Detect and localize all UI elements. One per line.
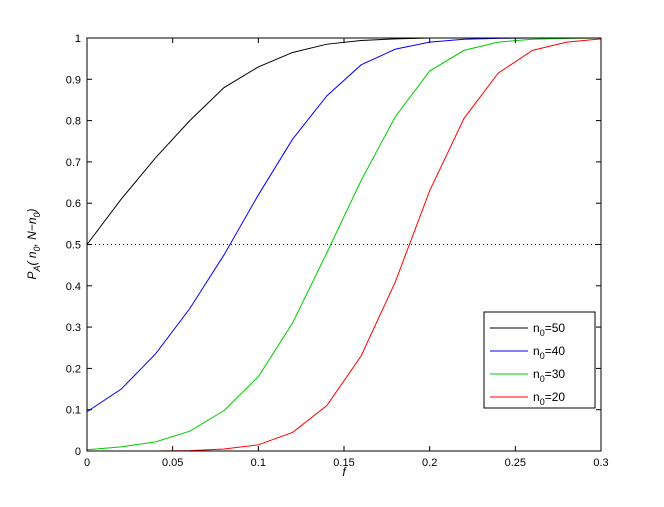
y-tick-label: 0.3: [66, 322, 81, 334]
legend-label: n0=20: [533, 390, 565, 407]
legend-label: n0=40: [533, 344, 565, 361]
x-tick-label: 0.15: [333, 457, 354, 469]
y-tick-label: 0.1: [66, 405, 81, 417]
y-tick-label: 0.9: [66, 74, 81, 86]
x-axis-title: f: [342, 465, 347, 479]
legend-label: n0=50: [533, 321, 565, 338]
x-tick-label: 0: [84, 457, 90, 469]
y-tick-label: 0.8: [66, 116, 81, 128]
x-tick-label: 0.2: [422, 457, 437, 469]
y-tick-label: 0.6: [66, 198, 81, 210]
legend: n0=50 n0=40 n0=30 n0=20: [483, 311, 596, 409]
y-tick-label: 1: [75, 33, 81, 45]
x-tick-label: 0.1: [251, 457, 266, 469]
y-tick-label: 0.2: [66, 363, 81, 375]
y-tick-label: 0.5: [66, 240, 81, 252]
y-tick-label: 0.4: [66, 281, 81, 293]
x-tick-label: 0.3: [593, 457, 608, 469]
y-tick-label: 0: [75, 446, 81, 458]
y-axis-title: PA( n0, N−n0): [25, 208, 42, 279]
y-tick-label: 0.7: [66, 157, 81, 169]
x-tick-label: 0.25: [505, 457, 526, 469]
x-tick-label: 0.05: [162, 457, 183, 469]
legend-label: n0=30: [533, 367, 565, 384]
